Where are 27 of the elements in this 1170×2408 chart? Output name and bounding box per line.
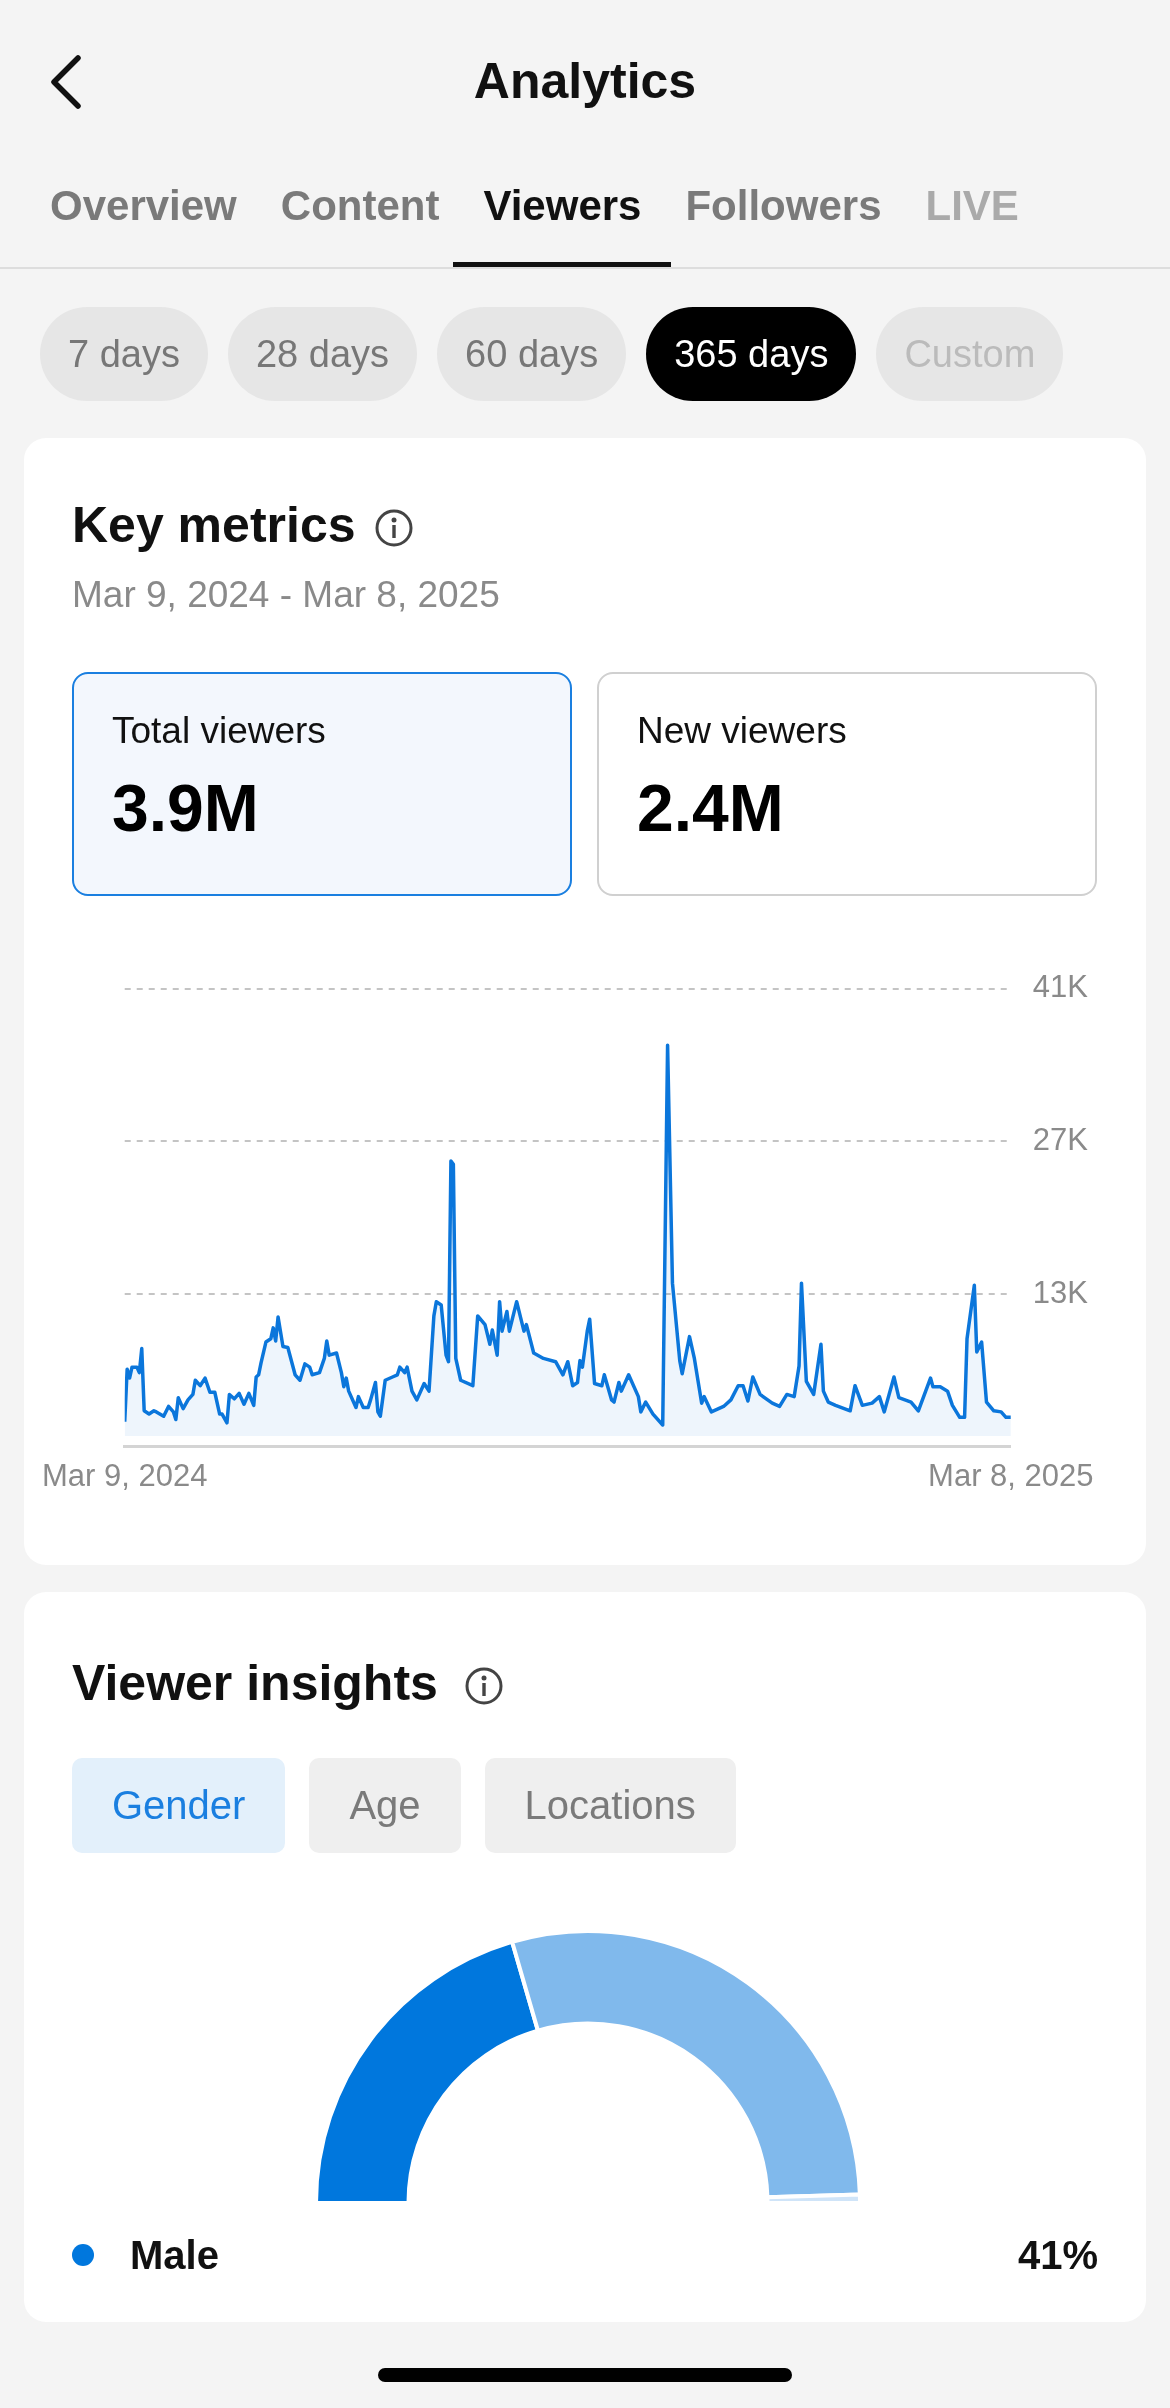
- data-label: 41%: [1017, 2232, 1098, 2278]
- text: Analytics: [472, 52, 698, 110]
- chart-title: Key metrics: [72, 496, 356, 554]
- text: 2.4M: [637, 770, 784, 846]
- text: Overview: [50, 182, 237, 230]
- text: 365 days: [646, 307, 857, 401]
- text: New viewers: [637, 710, 847, 752]
- chart-title: Viewer insights: [72, 1654, 438, 1712]
- text: Viewers: [483, 182, 642, 230]
- y-tick-label: 41K: [1032, 969, 1089, 1005]
- text: Age: [309, 1758, 461, 1853]
- y-tick-label: 27K: [1032, 1121, 1089, 1157]
- x-tick-label: Mar 8, 2025: [928, 1457, 1094, 1493]
- text: Gender: [72, 1758, 286, 1853]
- text: 60 days: [437, 307, 627, 401]
- text: Followers: [685, 182, 882, 230]
- text: 7 days: [40, 307, 208, 401]
- legend-label: Male: [130, 2232, 220, 2278]
- text: Locations: [484, 1758, 736, 1853]
- text: 3.9M: [112, 770, 259, 846]
- y-tick-label: 13K: [1032, 1274, 1089, 1310]
- text: Content: [280, 182, 440, 230]
- chart-subtitle: Mar 9, 2024 - Mar 8, 2025: [72, 574, 500, 616]
- text: Total viewers: [112, 710, 326, 752]
- x-tick-label: Mar 9, 2024: [42, 1457, 208, 1493]
- text: LIVE: [925, 182, 1019, 230]
- text: 28 days: [227, 307, 418, 401]
